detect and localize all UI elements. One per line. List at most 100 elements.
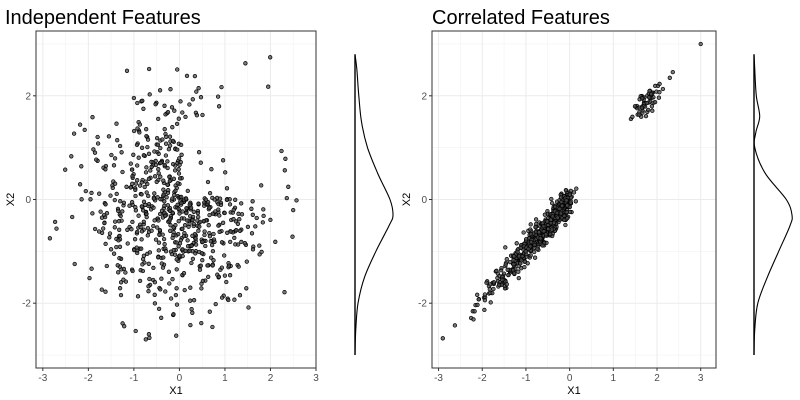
data-point bbox=[144, 127, 149, 132]
data-point bbox=[237, 217, 242, 222]
data-point bbox=[135, 294, 141, 299]
data-point bbox=[157, 227, 163, 233]
data-point bbox=[162, 203, 167, 208]
data-point bbox=[227, 202, 233, 207]
data-point bbox=[149, 228, 154, 233]
data-point bbox=[96, 229, 102, 234]
data-point bbox=[192, 73, 198, 79]
data-point bbox=[133, 328, 138, 334]
data-point bbox=[521, 230, 526, 235]
data-point bbox=[528, 239, 534, 245]
data-point bbox=[129, 200, 135, 205]
data-point bbox=[115, 263, 120, 268]
data-point bbox=[216, 274, 222, 279]
data-point bbox=[239, 212, 245, 217]
data-point bbox=[131, 95, 137, 101]
data-point bbox=[139, 180, 144, 185]
data-point bbox=[250, 199, 255, 204]
data-point bbox=[152, 301, 158, 306]
data-point bbox=[516, 269, 521, 274]
data-point bbox=[124, 184, 129, 189]
data-point bbox=[216, 104, 222, 109]
data-point bbox=[155, 225, 160, 230]
data-point bbox=[107, 235, 112, 240]
data-point bbox=[235, 221, 241, 226]
data-point bbox=[116, 270, 121, 275]
data-point bbox=[167, 143, 173, 148]
data-point bbox=[232, 235, 237, 241]
data-point bbox=[193, 251, 198, 256]
data-point bbox=[190, 256, 196, 262]
data-point bbox=[112, 219, 118, 224]
data-point bbox=[554, 210, 560, 216]
data-point bbox=[139, 145, 145, 150]
data-point bbox=[630, 114, 635, 119]
data-point bbox=[90, 115, 95, 120]
data-point bbox=[140, 262, 145, 267]
data-point bbox=[146, 193, 151, 199]
data-point bbox=[54, 226, 59, 231]
data-point bbox=[259, 249, 264, 255]
data-point bbox=[545, 208, 550, 214]
data-point bbox=[482, 307, 487, 313]
data-point bbox=[144, 214, 149, 220]
data-point bbox=[156, 248, 161, 253]
data-point bbox=[475, 292, 480, 297]
data-point bbox=[452, 323, 458, 328]
data-point bbox=[503, 262, 508, 267]
data-point bbox=[528, 227, 533, 232]
data-point bbox=[106, 134, 112, 139]
data-point bbox=[95, 134, 100, 140]
data-point bbox=[559, 203, 565, 208]
data-point bbox=[199, 286, 204, 291]
data-point bbox=[213, 301, 218, 307]
data-point bbox=[563, 187, 569, 193]
data-point bbox=[236, 264, 241, 269]
data-point bbox=[117, 227, 122, 232]
data-point bbox=[133, 208, 139, 213]
data-point bbox=[488, 290, 493, 295]
data-point bbox=[568, 200, 573, 205]
data-point bbox=[471, 317, 476, 322]
data-point bbox=[149, 159, 154, 165]
data-point bbox=[181, 271, 187, 276]
data-point bbox=[162, 127, 167, 132]
data-point bbox=[226, 263, 232, 268]
data-point bbox=[135, 163, 140, 168]
data-point bbox=[116, 238, 121, 243]
data-point bbox=[250, 212, 255, 217]
data-point bbox=[116, 219, 122, 224]
data-point bbox=[643, 113, 649, 119]
data-point bbox=[141, 199, 147, 204]
data-point bbox=[103, 289, 108, 294]
data-point bbox=[52, 219, 58, 225]
data-point bbox=[151, 223, 156, 229]
data-point bbox=[156, 171, 161, 176]
data-point bbox=[210, 195, 215, 201]
data-point bbox=[162, 103, 167, 108]
data-point bbox=[503, 245, 508, 250]
data-point bbox=[640, 110, 645, 115]
data-point bbox=[206, 274, 211, 280]
data-point bbox=[533, 217, 539, 222]
data-point bbox=[136, 213, 141, 218]
data-point bbox=[174, 286, 179, 291]
data-point bbox=[110, 185, 115, 191]
data-point bbox=[261, 213, 266, 219]
data-point bbox=[146, 176, 152, 181]
data-point bbox=[208, 255, 214, 260]
data-point bbox=[166, 147, 172, 152]
data-point bbox=[139, 204, 144, 209]
data-point bbox=[182, 287, 187, 293]
data-point bbox=[47, 236, 53, 241]
data-point bbox=[139, 229, 145, 234]
data-point bbox=[475, 302, 480, 308]
data-point bbox=[146, 66, 152, 72]
data-point bbox=[273, 239, 278, 244]
data-point bbox=[188, 298, 193, 303]
data-point bbox=[155, 195, 160, 200]
data-point bbox=[535, 246, 540, 251]
data-point bbox=[222, 253, 227, 258]
data-point bbox=[511, 254, 517, 259]
